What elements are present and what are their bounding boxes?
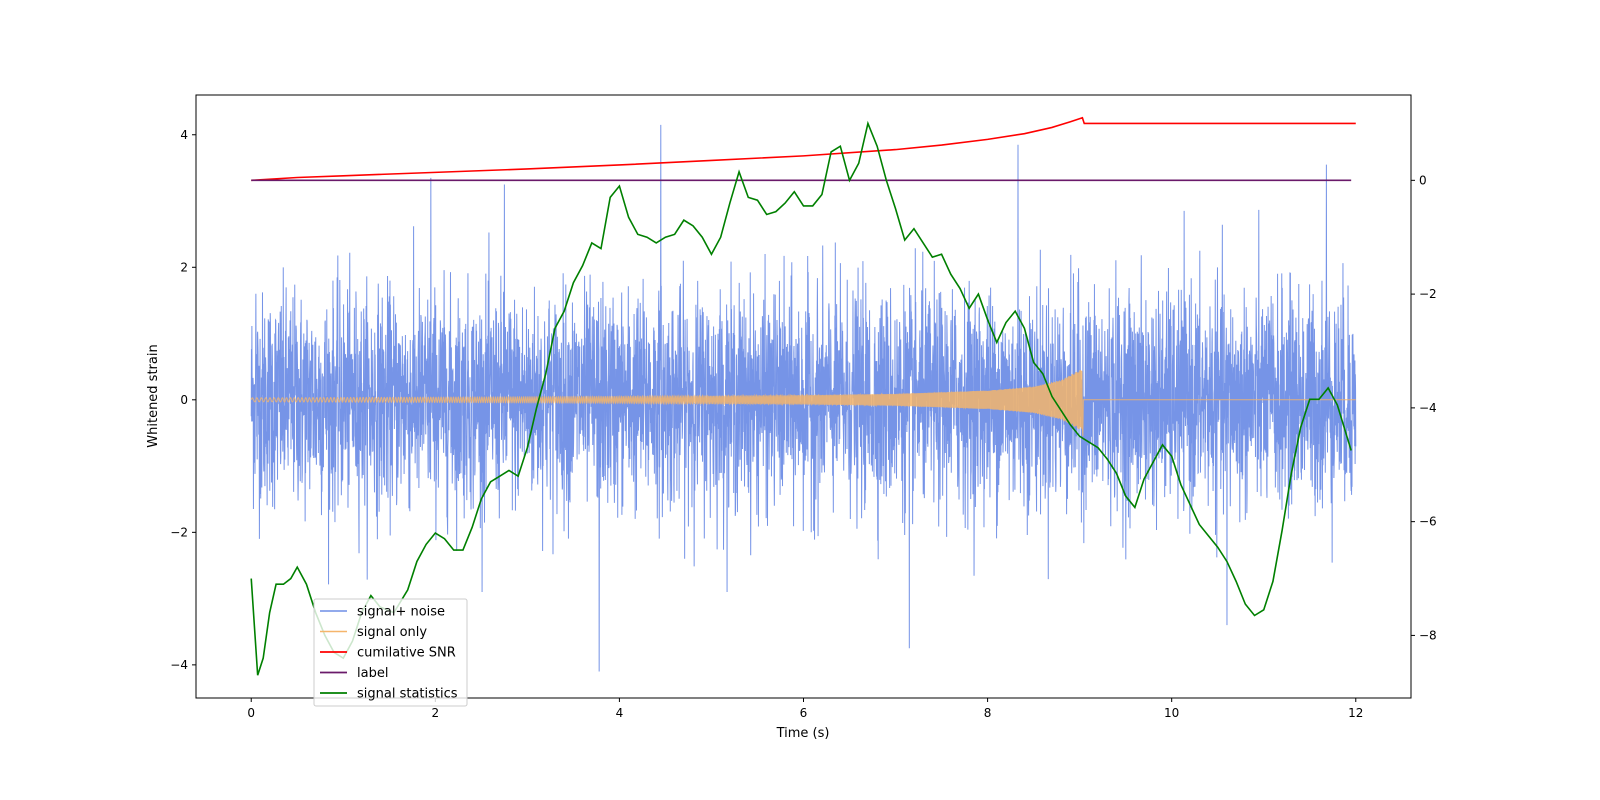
series-line-signal-statistics [250,120,1352,676]
series-layer [250,116,1357,676]
legend-label: label [357,666,388,681]
legend-label: signal only [357,625,427,640]
y-tick-label-right: −4 [1419,401,1437,415]
x-axis-label: Time (s) [776,726,830,741]
y-axis-right: −8 −6 −4 −2 0 [1411,173,1437,642]
y-axis-left-label: Whitened strain [146,344,161,447]
legend-box [313,598,468,707]
x-tick-label: 0 [247,706,255,720]
legend-label: signal+ noise [357,605,445,620]
y-tick-label-right: −8 [1419,628,1437,642]
series-line-cumilative-snr [251,116,1356,182]
y-tick-label-right: −6 [1419,515,1437,529]
x-tick-label: 2 [431,706,439,720]
y-tick-label-left: 2 [180,260,188,274]
y-axis-left: −4 −2 0 2 4 [170,128,196,672]
series-line-signal-only [250,370,1356,437]
legend-label: signal statistics [357,687,458,702]
y-tick-label-left: −2 [170,525,188,539]
y-tick-label-right: −2 [1419,287,1437,301]
y-tick-label-left: 4 [180,128,188,142]
y-tick-label-right: 0 [1419,173,1427,187]
y-tick-label-left: −4 [170,658,188,672]
x-tick-label: 8 [984,706,992,720]
x-tick-label: 12 [1348,706,1363,720]
x-tick-label: 4 [616,706,624,720]
x-tick-label: 10 [1164,706,1179,720]
y-tick-label-left: 0 [180,393,188,407]
legend-label: cumilative SNR [357,646,456,661]
x-tick-label: 6 [800,706,808,720]
legend: signal+ noise signal only cumilative SNR la… [313,598,468,707]
